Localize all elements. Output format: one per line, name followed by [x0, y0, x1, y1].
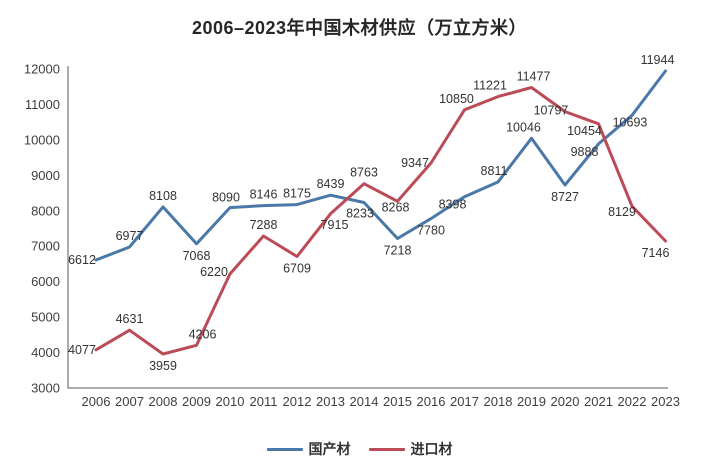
data-label: 9347: [401, 156, 429, 170]
y-axis-label: 5000: [31, 310, 60, 325]
x-axis-label: 2020: [551, 394, 580, 409]
data-label: 8727: [551, 190, 579, 204]
y-axis-label: 9000: [31, 168, 60, 183]
y-axis-label: 3000: [31, 381, 60, 396]
x-axis-label: 2018: [484, 394, 513, 409]
x-axis-label: 2006: [82, 394, 111, 409]
data-label: 7218: [384, 243, 412, 257]
imported-series-swatch: [368, 447, 405, 451]
data-label: 10850: [439, 92, 474, 106]
x-axis-label: 2014: [350, 394, 379, 409]
data-label: 10693: [613, 115, 648, 129]
data-label: 8233: [346, 207, 374, 221]
data-label: 3959: [149, 359, 177, 373]
y-axis-label: 11000: [25, 97, 60, 112]
x-axis-label: 2019: [517, 394, 546, 409]
data-label: 8439: [317, 177, 345, 191]
x-axis-label: 2016: [417, 394, 446, 409]
data-label: 11221: [473, 79, 507, 93]
domestic-series-label: 国产材: [308, 441, 351, 457]
y-axis-label: 6000: [31, 274, 60, 289]
data-label: 6612: [68, 253, 96, 267]
data-label: 4206: [189, 327, 217, 341]
x-axis-label: 2011: [250, 394, 278, 409]
line-chart: 3000 4000 5000 6000 7000 8000 9000 10000 11000 12…: [24, 53, 680, 409]
x-axis-label: 2012: [283, 394, 312, 409]
legend-item-domestic: 国产材: [266, 439, 351, 459]
y-axis-label: 12000: [24, 62, 60, 77]
x-axis-label: 2017: [450, 394, 479, 409]
x-axis-label: 2021: [584, 394, 613, 409]
data-label: 4631: [116, 312, 144, 326]
data-label: 11944: [641, 53, 675, 67]
legend: 国产材 进口材: [0, 439, 719, 459]
data-label: 6977: [116, 229, 144, 243]
data-label: 10454: [567, 124, 602, 138]
x-axis-label: 2022: [618, 394, 647, 409]
data-label: 8108: [149, 189, 177, 203]
legend-item-imported: 进口材: [368, 439, 453, 459]
data-label: 8090: [212, 191, 240, 205]
data-label: 8398: [439, 198, 467, 212]
y-axis-label: 10000: [24, 132, 60, 147]
x-axis-label: 2015: [383, 394, 412, 409]
chart-title: 2006–2023年中国木材供应（万立方米）: [191, 18, 528, 38]
data-label: 7915: [321, 218, 349, 232]
data-label: 7146: [642, 246, 670, 260]
data-label: 9888: [571, 145, 599, 159]
x-axis-label: 2007: [115, 394, 144, 409]
x-axis-label: 2008: [149, 394, 178, 409]
axis-lines: [67, 66, 668, 389]
domestic-series-swatch: [266, 447, 303, 451]
data-label: 8146: [250, 188, 278, 202]
y-axis-label: 4000: [31, 345, 60, 360]
data-label: 8175: [283, 187, 311, 201]
data-label: 10797: [534, 104, 569, 118]
data-label: 6220: [200, 265, 228, 279]
x-axis-label: 2013: [316, 394, 345, 409]
data-label: 8763: [350, 166, 378, 180]
data-label: 6709: [283, 262, 311, 276]
series-line-imported: [94, 86, 667, 356]
x-axis-label: 2009: [182, 394, 211, 409]
series-line-domestic: [94, 69, 667, 262]
data-label: 8129: [608, 205, 636, 219]
data-label: 7068: [183, 249, 211, 263]
y-axis-label: 8000: [31, 203, 60, 218]
imported-series-label: 进口材: [410, 441, 453, 457]
y-axis-label: 7000: [31, 239, 60, 254]
x-axis-label: 2023: [651, 394, 680, 409]
data-label: 8268: [382, 200, 410, 214]
data-label: 8811: [481, 164, 508, 178]
x-axis-label: 2010: [216, 394, 245, 409]
data-label: 7780: [417, 224, 445, 238]
data-label: 11477: [517, 70, 551, 84]
data-label: 7288: [250, 218, 278, 232]
data-label: 4077: [68, 343, 96, 357]
data-label: 10046: [506, 120, 541, 134]
